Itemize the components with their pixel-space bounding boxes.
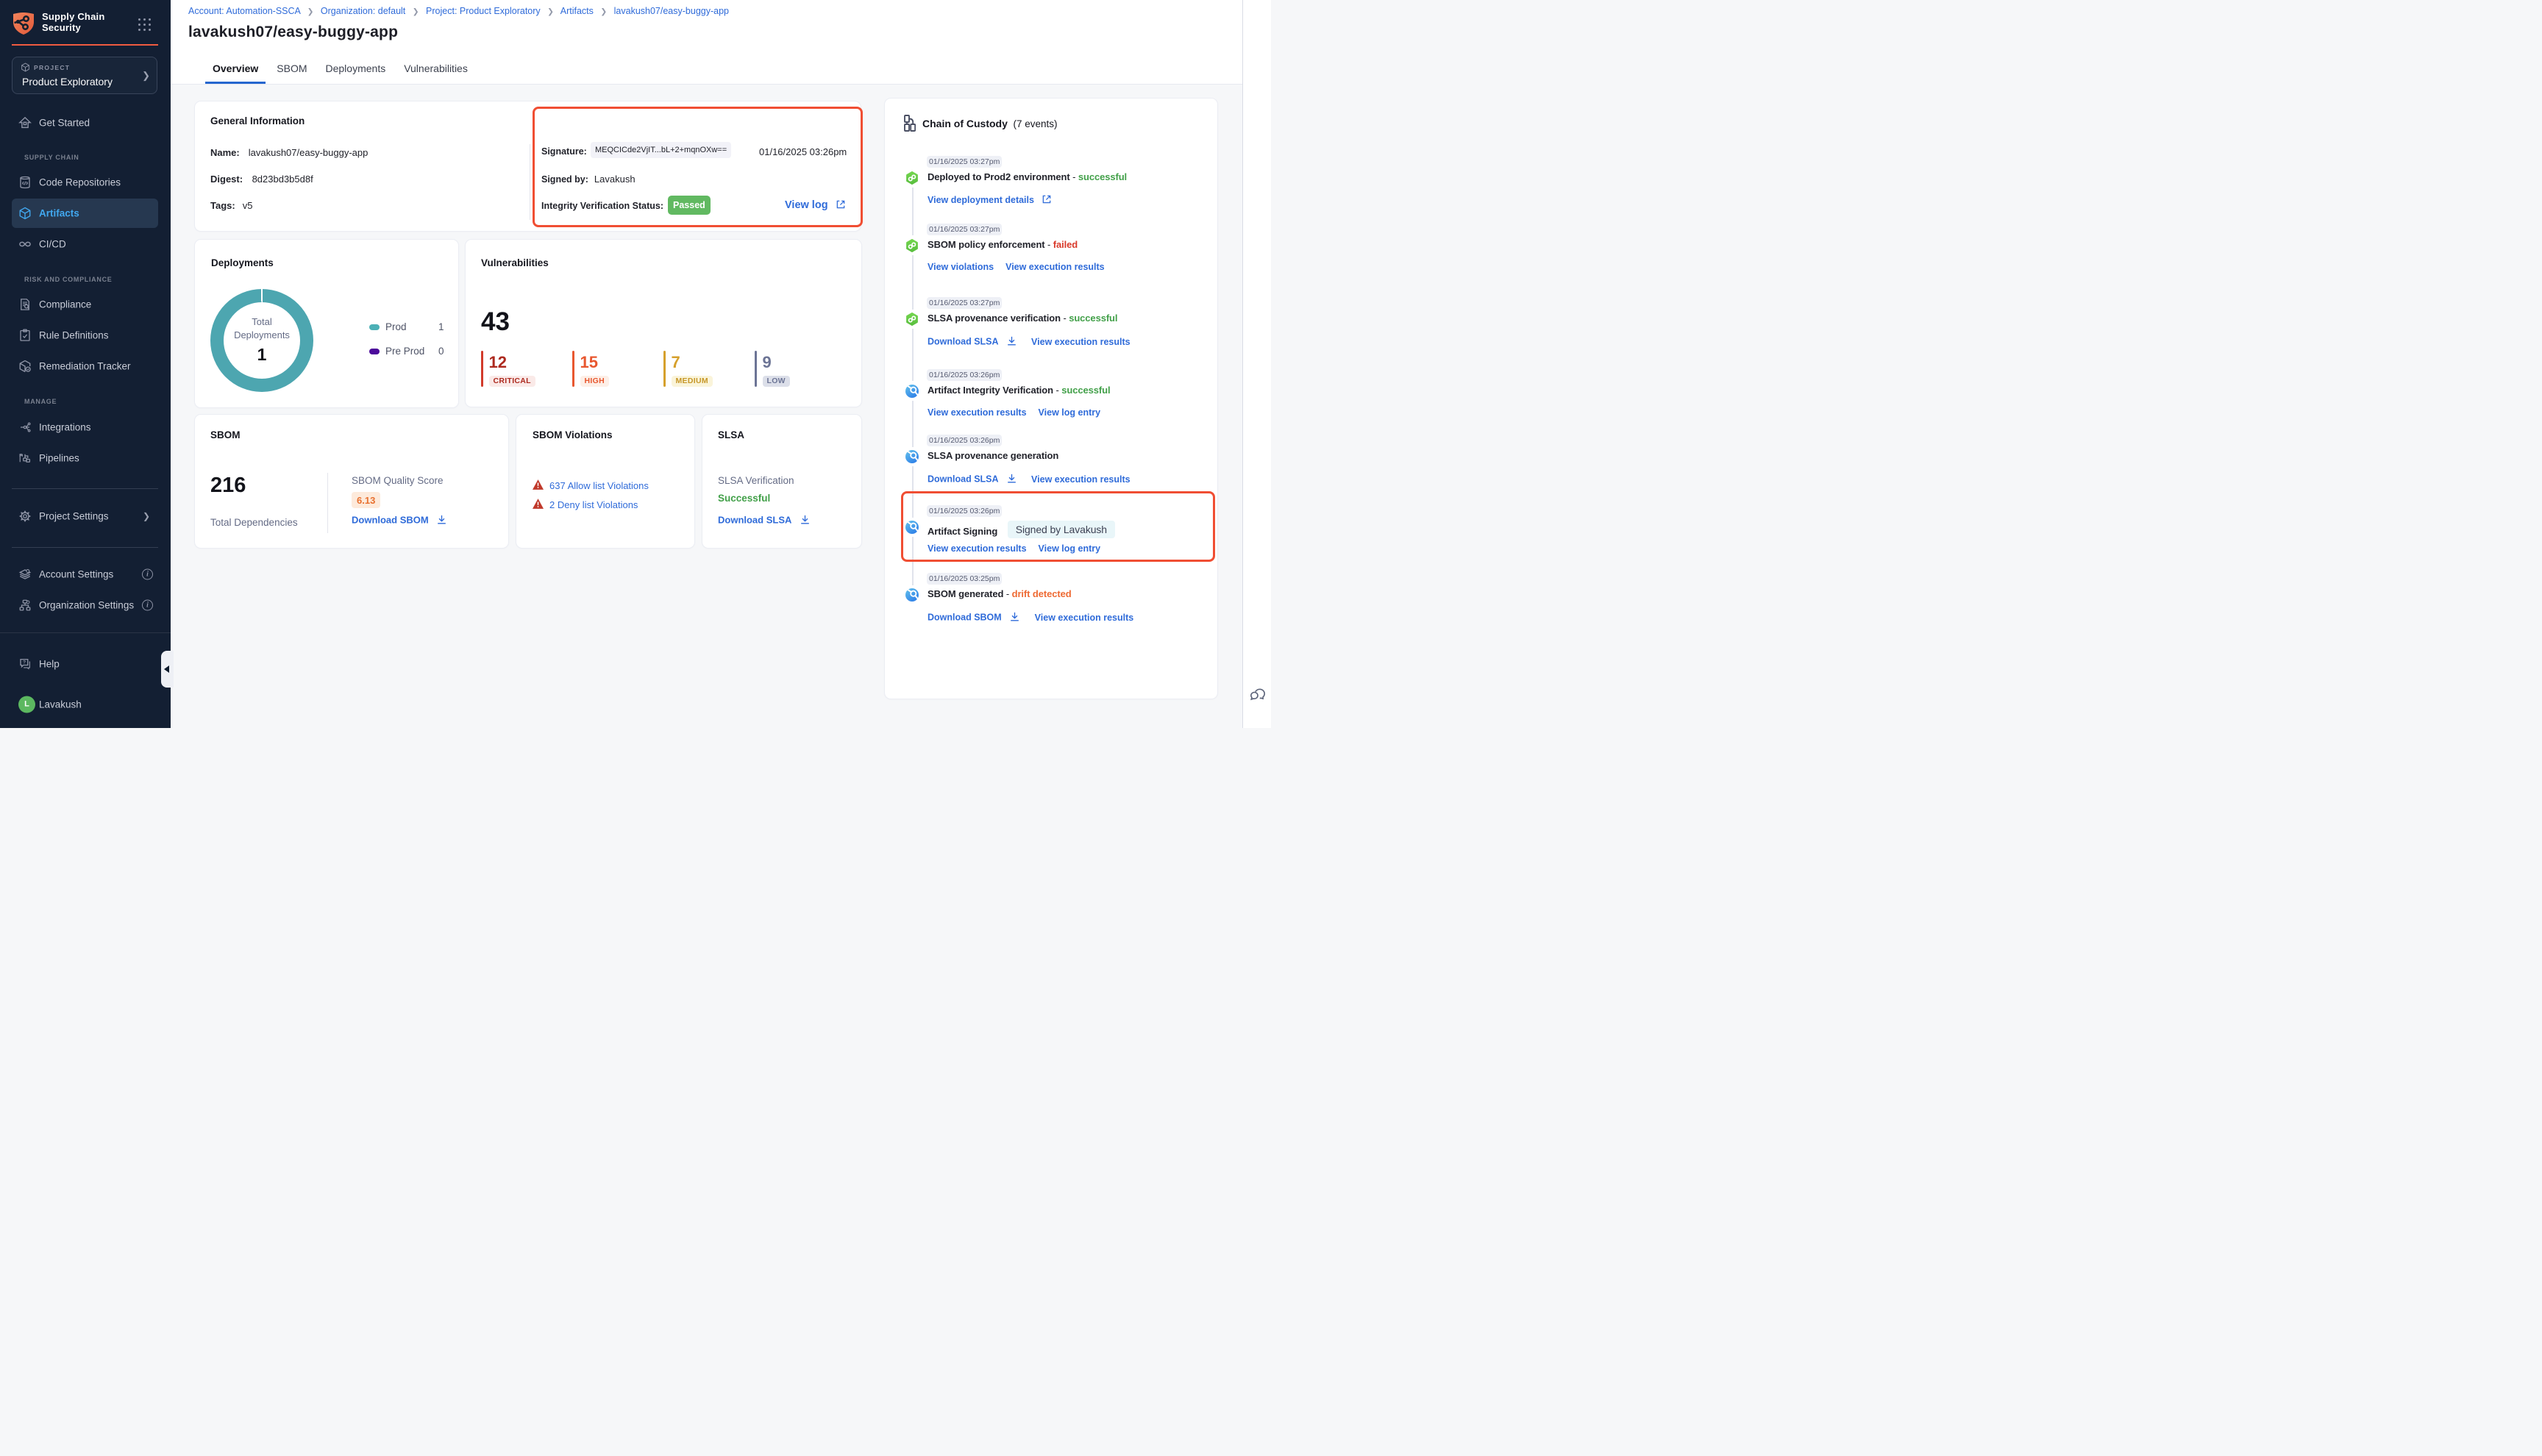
svg-text:?: ? — [23, 660, 26, 665]
